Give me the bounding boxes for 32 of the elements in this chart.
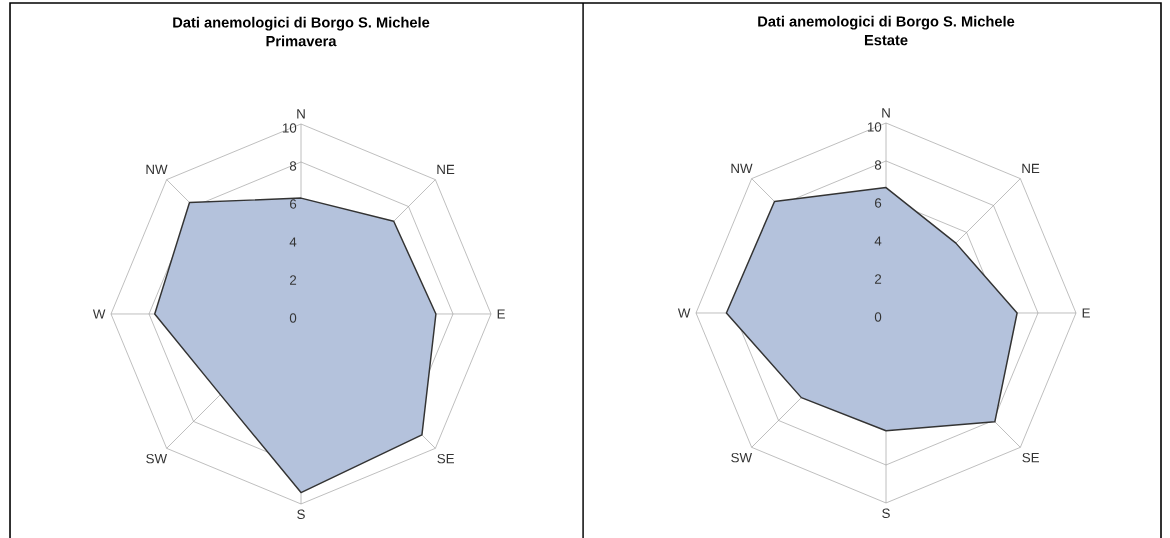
- y-tick-label: 10: [867, 122, 882, 132]
- spoke-label: SE: [437, 453, 454, 464]
- spoke-label: NE: [437, 164, 455, 175]
- spoke-label: NW: [731, 163, 753, 174]
- spoke-label: N: [882, 108, 890, 118]
- y-tick-label: 8: [874, 160, 882, 170]
- spoke-label: SW: [146, 453, 168, 464]
- spoke-label: SE: [1022, 452, 1039, 463]
- y-tick-label: 2: [874, 274, 882, 284]
- chart-title: Dati anemologici di Borgo S. Michele: [758, 15, 1015, 30]
- chart-subtitle: Estate: [864, 35, 908, 46]
- y-tick-label: 0: [874, 312, 882, 322]
- spoke-label: SW: [731, 452, 753, 463]
- spoke-label: NE: [1022, 163, 1040, 174]
- y-tick-label: 4: [874, 236, 882, 246]
- spoke-label: S: [882, 508, 890, 519]
- y-tick-label: 6: [290, 199, 297, 209]
- spoke-label: N: [297, 109, 305, 119]
- spoke-label: W: [677, 308, 691, 318]
- spoke-label: E: [1082, 308, 1090, 318]
- y-tick-label: 2: [290, 275, 297, 285]
- spoke-label: NW: [146, 164, 168, 175]
- y-tick-label: 6: [874, 198, 882, 208]
- chart-title: Dati anemologici di Borgo S. Michele: [173, 16, 430, 31]
- y-tick-label: 4: [289, 237, 297, 247]
- spoke-label: W: [92, 309, 106, 319]
- spoke-label: S: [297, 509, 305, 520]
- chart-subtitle: Primavera: [266, 35, 337, 47]
- y-tick-label: 10: [282, 123, 297, 133]
- spoke-label: E: [497, 309, 505, 319]
- y-tick-label: 8: [289, 161, 297, 171]
- y-tick-label: 0: [289, 313, 297, 323]
